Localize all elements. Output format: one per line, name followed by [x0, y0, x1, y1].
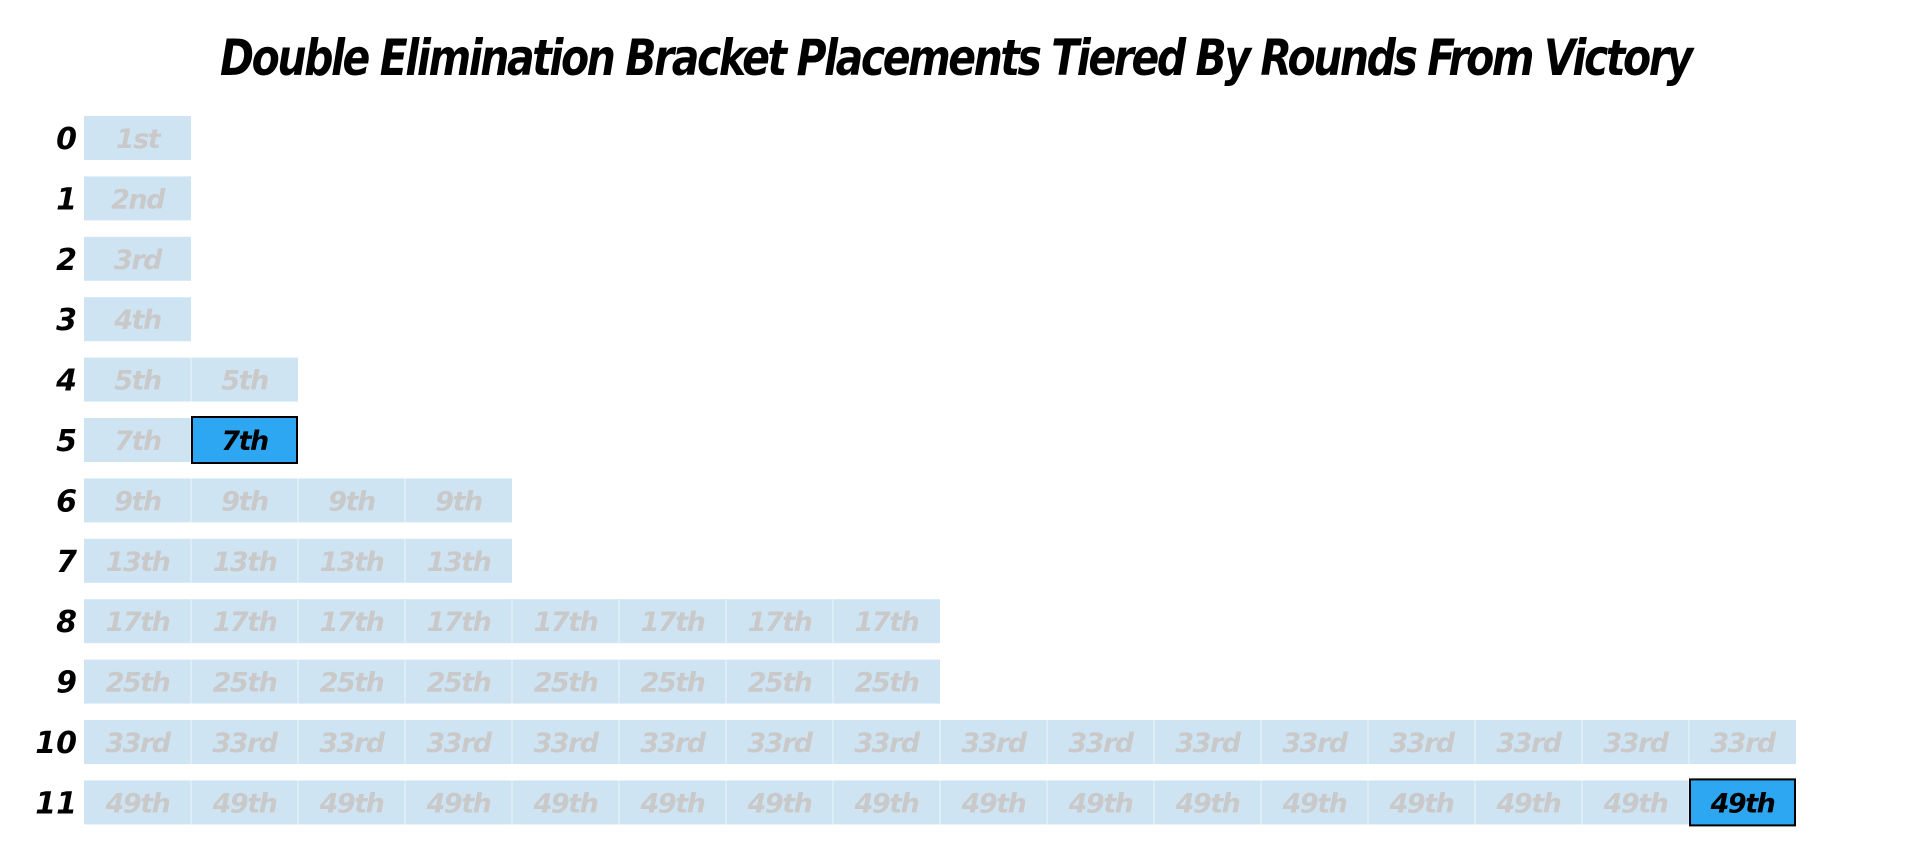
cell-label: 25th: [748, 668, 812, 699]
cell-label: 17th: [748, 607, 812, 638]
bracket-row: 5 7th 7th: [56, 416, 298, 464]
cell-label: 13th: [213, 547, 277, 578]
cell-label: 49th: [961, 788, 1026, 819]
bracket-row: 6 9th 9th 9th 9th: [56, 478, 512, 523]
cell-label: 33rd: [105, 728, 171, 759]
cell-label: 9th: [328, 486, 375, 517]
cell-label: 33rd: [1496, 728, 1562, 759]
cell-label: 13th: [427, 547, 491, 578]
highlight-cell-label: 7th: [221, 426, 268, 457]
bracket-row: 8 17th 17th 17th 17th 17th 17th 17th 17th: [56, 599, 940, 644]
cell-label: 33rd: [747, 728, 813, 759]
cell-label: 49th: [105, 788, 170, 819]
bracket-row: 3 4th: [56, 297, 191, 342]
cell-label: 25th: [534, 668, 598, 699]
row-label: 4: [55, 364, 77, 399]
row-label: 0: [56, 122, 77, 157]
cell-label: 33rd: [1068, 728, 1134, 759]
cell-label: 25th: [855, 668, 919, 699]
cell-label: 7th: [114, 426, 161, 457]
cell-label: 49th: [1496, 788, 1561, 819]
row-label: 5: [56, 424, 77, 459]
cell-label: 33rd: [533, 728, 599, 759]
chart-title: Double Elimination Bracket Placements Ti…: [220, 29, 1693, 87]
cell-label: 33rd: [1710, 728, 1776, 759]
cell-label: 33rd: [640, 728, 706, 759]
bracket-row: 11 49th 49th 49th 49th 49th 49th 49th 49th 49th 49…: [35, 778, 1796, 827]
row-band: [84, 236, 191, 281]
cell-label: 25th: [641, 668, 705, 699]
row-label: 1: [56, 182, 77, 217]
rows-layer: 0 1st 1 2nd 2 3rd 3 4th 4 5th 5th 5 7th 7th 6 9th 9th 9th…: [35, 116, 1796, 827]
cell-label: 49th: [212, 788, 277, 819]
cell-label: 13th: [320, 547, 384, 578]
cell-label: 9th: [435, 486, 482, 517]
cell-label: 49th: [1068, 788, 1133, 819]
cell-label: 49th: [1175, 788, 1240, 819]
highlight-cell: [191, 416, 298, 464]
bracket-row: 0 1st: [56, 116, 191, 160]
cell-label: 3rd: [114, 245, 163, 276]
cell-label: 49th: [1389, 788, 1454, 819]
row-label: 2: [56, 243, 77, 278]
highlight-cell: [1689, 778, 1796, 827]
cell-label: 49th: [426, 788, 491, 819]
cell-label: 9th: [221, 486, 268, 517]
cell-label: 33rd: [961, 728, 1027, 759]
cell-label: 9th: [114, 486, 161, 517]
cell-label: 33rd: [1603, 728, 1669, 759]
cell-label: 33rd: [426, 728, 492, 759]
cell-label: 25th: [320, 668, 384, 699]
cell-label: 17th: [320, 607, 384, 638]
cell-label: 33rd: [1282, 728, 1348, 759]
row-label: 8: [56, 605, 77, 640]
cell-label: 33rd: [319, 728, 385, 759]
cell-label: 49th: [1282, 788, 1347, 819]
row-label: 11: [35, 786, 77, 821]
row-band: [84, 176, 191, 221]
cell-label: 25th: [106, 668, 170, 699]
cell-label: 17th: [641, 607, 705, 638]
row-label: 7: [56, 545, 77, 580]
cell-label: 5th: [114, 366, 161, 397]
bracket-row: 2 3rd: [56, 236, 191, 281]
row-band: [84, 116, 191, 160]
highlight-cell-label: 49th: [1710, 788, 1775, 819]
cell-label: 25th: [213, 668, 277, 699]
cell-label: 49th: [533, 788, 598, 819]
cell-label: 49th: [747, 788, 812, 819]
cell-label: 33rd: [1175, 728, 1241, 759]
bracket-row: 10 33rd 33rd 33rd 33rd 33rd 33rd 33rd 33rd 33rd 33…: [35, 720, 1796, 764]
cell-label: 33rd: [1389, 728, 1455, 759]
cell-label: 33rd: [212, 728, 278, 759]
cell-label: 13th: [106, 547, 170, 578]
bracket-row: 7 13th 13th 13th 13th: [56, 538, 512, 583]
cell-label: 33rd: [854, 728, 920, 759]
cell-label: 17th: [855, 607, 919, 638]
bracket-row: 1 2nd: [56, 176, 191, 221]
bracket-row: 4 5th 5th: [55, 357, 298, 402]
cell-label: 17th: [534, 607, 598, 638]
cell-label: 17th: [213, 607, 277, 638]
bracket-row: 9 25th 25th 25th 25th 25th 25th 25th 25th: [56, 659, 940, 704]
row-label: 6: [56, 484, 77, 519]
cell-label: 49th: [1603, 788, 1668, 819]
row-band: [84, 297, 191, 342]
cell-label: 4th: [113, 305, 161, 336]
cell-label: 49th: [640, 788, 705, 819]
cell-label: 17th: [106, 607, 170, 638]
cell-label: 5th: [221, 366, 268, 397]
cell-label: 2nd: [111, 184, 166, 215]
cell-label: 1st: [116, 124, 162, 155]
row-label: 10: [35, 726, 77, 761]
cell-label: 17th: [427, 607, 491, 638]
row-label: 9: [56, 666, 77, 701]
cell-label: 25th: [427, 668, 491, 699]
row-label: 3: [56, 303, 77, 338]
cell-label: 49th: [854, 788, 919, 819]
cell-label: 49th: [319, 788, 384, 819]
